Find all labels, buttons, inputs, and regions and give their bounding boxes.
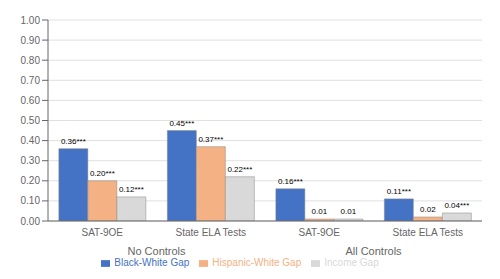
svg-text:0.37***: 0.37*** [198,135,223,144]
svg-text:0.16***: 0.16*** [278,177,303,186]
svg-text:0.22***: 0.22*** [227,165,252,174]
svg-text:0.04***: 0.04*** [444,201,469,210]
svg-text:0.80: 0.80 [21,55,41,66]
svg-text:0.12***: 0.12*** [119,185,144,194]
svg-text:SAT-9OE: SAT-9OE [82,227,124,238]
html-text:Income Gap: Income Gap [324,257,379,268]
svg-text:0.01: 0.01 [341,207,357,216]
svg-text:0.20: 0.20 [21,175,41,186]
svg-text:0.30: 0.30 [21,155,41,166]
svg-text:State ELA Tests: State ELA Tests [393,227,463,238]
svg-text:0.10: 0.10 [21,195,41,206]
svg-text:0.70: 0.70 [21,75,41,86]
html-text:Hispanic-White Gap: Hispanic-White Gap [212,257,302,268]
svg-text:0.00: 0.00 [21,216,41,227]
svg-text:1.00: 1.00 [21,15,41,26]
svg-text:All Controls: All Controls [345,245,402,257]
svg-text:0.11***: 0.11*** [387,187,411,196]
svg-text:State ELA Tests: State ELA Tests [176,227,246,238]
html-text:Black-White Gap: Black-White Gap [114,257,190,268]
svg-text:0.36***: 0.36*** [61,137,86,146]
svg-text:No Controls: No Controls [127,245,186,257]
svg-text:0.40: 0.40 [21,135,41,146]
svg-text:0.01: 0.01 [312,207,328,216]
svg-text:0.90: 0.90 [21,35,41,46]
svg-text:0.60: 0.60 [21,95,41,106]
svg-text:0.20***: 0.20*** [90,169,115,178]
svg-text:0.50: 0.50 [21,115,41,126]
svg-text:0.45***: 0.45*** [169,119,194,128]
svg-text:SAT-9OE: SAT-9OE [299,227,341,238]
svg-text:0.02: 0.02 [420,205,436,214]
